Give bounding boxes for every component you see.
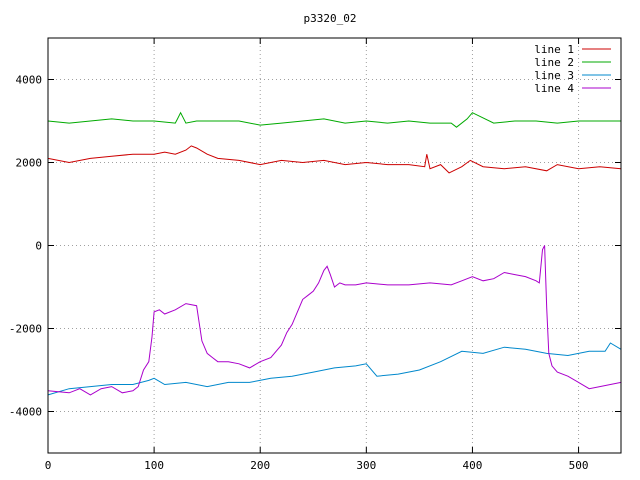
x-tick-label: 200 <box>250 459 270 472</box>
y-tick-label: -4000 <box>9 406 42 419</box>
legend-label-3: line 3 <box>534 69 574 82</box>
x-tick-label: 500 <box>569 459 589 472</box>
series-line-2 <box>47 111 621 128</box>
y-tick-label: 0 <box>35 240 42 253</box>
series-line-3 <box>47 342 622 396</box>
y-tick-label: 4000 <box>16 74 43 87</box>
ticks: 0 100 200 300 400 500 -4000 -2000 0 2000 4000 <box>9 38 621 472</box>
legend-label-2: line 2 <box>534 56 574 69</box>
x-tick-label: 400 <box>463 459 483 472</box>
x-tick-label: 300 <box>356 459 376 472</box>
x-tick-label: 100 <box>144 459 164 472</box>
x-tick-label: 0 <box>45 459 52 472</box>
y-tick-label: 2000 <box>16 157 43 170</box>
legend-label-4: line 4 <box>534 82 574 95</box>
legend-label-1: line 1 <box>534 43 574 56</box>
y-tick-label: -2000 <box>9 323 42 336</box>
series-line-1 <box>47 145 622 174</box>
grid <box>48 38 621 453</box>
series-line-4 <box>47 245 622 396</box>
chart-title: p3320_02 <box>304 12 357 25</box>
series-layer <box>47 111 622 396</box>
plot-frame <box>47 37 622 454</box>
